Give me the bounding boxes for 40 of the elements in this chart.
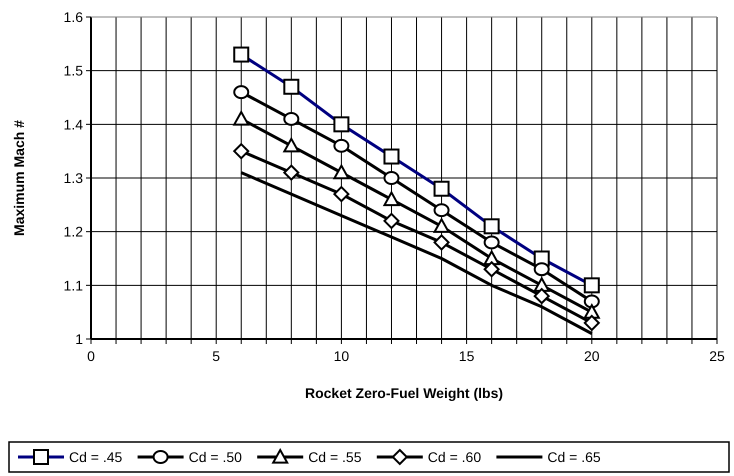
point	[283, 164, 300, 181]
point	[233, 143, 250, 160]
point	[233, 110, 250, 126]
x-tick-label: 0	[87, 348, 96, 364]
point	[584, 294, 600, 308]
point	[383, 212, 400, 229]
x-tick-label: 15	[458, 348, 475, 364]
legend-label: Cd = .55	[308, 449, 362, 465]
point	[383, 191, 400, 206]
y-axis-title: Maximum Mach #	[11, 120, 27, 236]
point	[434, 234, 450, 250]
point	[484, 261, 500, 278]
point	[434, 218, 450, 233]
y-tick-label: 1.2	[64, 224, 84, 240]
point	[484, 235, 500, 250]
x-tick-label: 5	[212, 348, 220, 364]
point	[333, 138, 350, 153]
y-tick-label: 1.1	[64, 277, 84, 294]
y-tick-label: 1.3	[64, 170, 84, 186]
point	[283, 112, 300, 126]
legend-label: Cd = .65	[547, 449, 601, 465]
point	[534, 262, 550, 276]
y-tick-label: 1.4	[64, 116, 84, 132]
point	[233, 85, 250, 100]
point	[333, 186, 350, 202]
point	[283, 138, 300, 152]
y-tick-label: 1	[75, 331, 84, 347]
point	[534, 288, 550, 304]
legend-label: Cd = .60	[428, 449, 482, 465]
x-tick-label: 25	[709, 348, 725, 364]
x-tick-label: 20	[584, 348, 600, 364]
legend-label: Cd = .50	[188, 449, 242, 465]
x-axis-title: Rocket Zero-Fuel Weight (lbs)	[304, 385, 504, 401]
y-tick-label: 1.5	[64, 62, 84, 79]
point	[434, 203, 450, 218]
point	[333, 164, 350, 180]
point	[383, 171, 400, 185]
y-tick-label: 1.6	[64, 9, 84, 25]
legend-label: Cd = .45	[69, 449, 123, 465]
x-tick-label: 10	[334, 348, 350, 364]
